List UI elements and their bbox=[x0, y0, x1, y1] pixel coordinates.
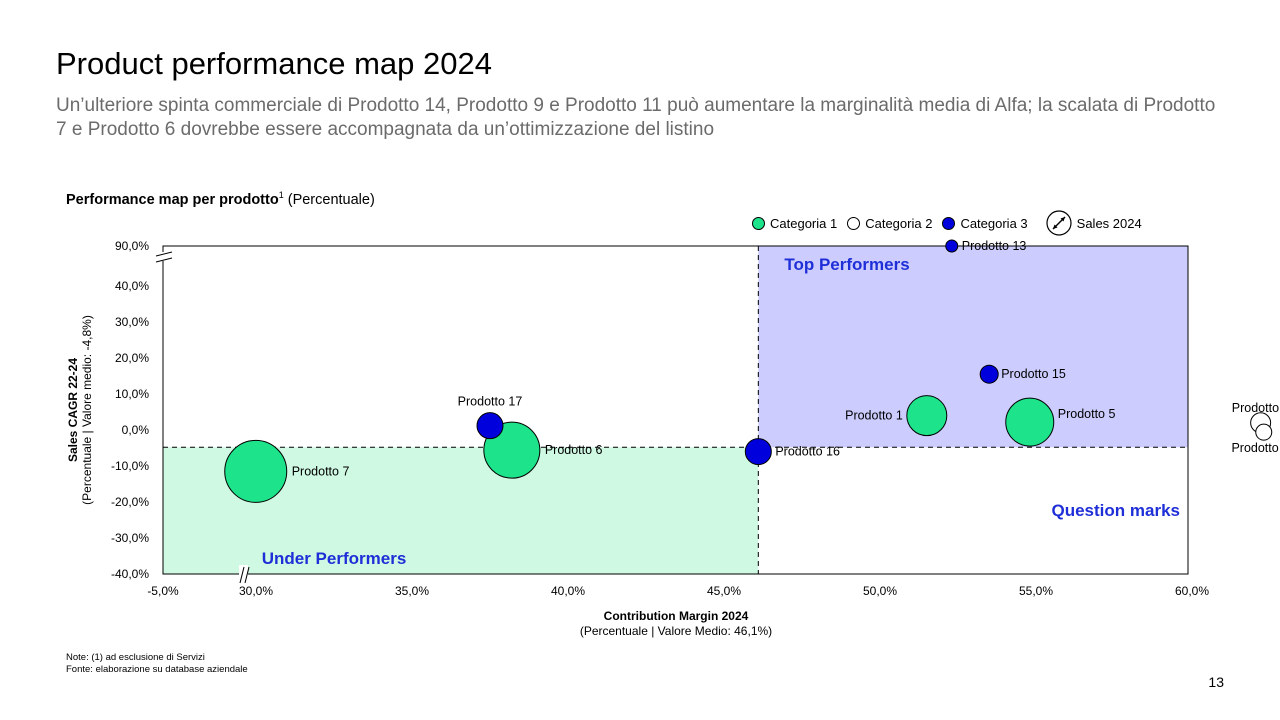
y-tick-label: 0,0% bbox=[122, 423, 150, 437]
x-axis-break-gap bbox=[239, 565, 248, 583]
footnote-note: Note: (1) ad esclusione di Servizi bbox=[66, 652, 205, 663]
legend-item-categoria-3: Categoria 3 bbox=[942, 215, 1028, 231]
bubble-size-icon bbox=[1046, 210, 1072, 236]
bubble-label: Prodotto 16 bbox=[775, 445, 840, 459]
page-subtitle: Un’ulteriore spinta commerciale di Prodo… bbox=[56, 95, 1216, 140]
bubble-prodotto-16 bbox=[744, 438, 772, 466]
bubble-label: Prodotto 6 bbox=[545, 443, 603, 457]
x-tick-label: -5,0% bbox=[147, 584, 179, 598]
y-tick-label: -10,0% bbox=[111, 459, 149, 473]
legend-swatch bbox=[752, 216, 765, 230]
chart-title-unit: (Percentuale) bbox=[283, 191, 375, 208]
y-axis-title: Sales CAGR 22-24 bbox=[66, 358, 80, 462]
legend-label: Categoria 2 bbox=[865, 215, 933, 231]
y-tick-label: 90,0% bbox=[115, 239, 149, 253]
bubble-prodotto-13 bbox=[945, 239, 959, 253]
x-tick-label: 50,0% bbox=[863, 584, 897, 598]
bubble-prodotto-17 bbox=[476, 412, 504, 440]
y-axis-break-gap bbox=[154, 252, 172, 261]
legend-label: Categoria 1 bbox=[770, 215, 838, 231]
chart-title-main: Performance map per prodotto bbox=[66, 191, 279, 208]
bubble-prodotto-1 bbox=[906, 395, 948, 437]
y-tick-label: -40,0% bbox=[111, 567, 149, 581]
quadrant-label-top-performers: Top Performers bbox=[784, 255, 909, 274]
x-axis-title: Contribution Margin 2024 bbox=[604, 609, 749, 623]
quadrant-top-performers bbox=[758, 246, 1188, 448]
bubble-label: Prodotto 7 bbox=[292, 464, 350, 478]
bubble-prodotto-10 bbox=[1255, 423, 1273, 441]
legend-item-bubble-size: Sales 2024 bbox=[1046, 210, 1142, 236]
legend-size-label: Sales 2024 bbox=[1076, 215, 1142, 231]
x-tick-label: 55,0% bbox=[1019, 584, 1053, 598]
bubble-prodotto-5 bbox=[1005, 397, 1055, 447]
legend-label: Categoria 3 bbox=[960, 215, 1028, 231]
y-tick-label: 30,0% bbox=[115, 315, 149, 329]
y-tick-label: -20,0% bbox=[111, 495, 149, 509]
legend-swatch bbox=[847, 216, 861, 230]
page-number: 13 bbox=[1208, 674, 1224, 690]
chart-title-footnote-ref: 1 bbox=[278, 190, 284, 200]
y-axis-subtitle: (Percentuale | Valore medio: -4,8%) bbox=[80, 315, 94, 505]
footnote-source: Fonte: elaborazione su database aziendal… bbox=[66, 664, 248, 675]
y-axis-break-mark bbox=[155, 251, 173, 257]
bubble-label: Prodotto 1 bbox=[845, 409, 903, 423]
legend-swatch bbox=[942, 216, 956, 230]
y-tick-label: 20,0% bbox=[115, 351, 149, 365]
legend-item-categoria-2: Categoria 2 bbox=[847, 216, 932, 231]
x-axis-subtitle: (Percentuale | Valore Medio: 46,1%) bbox=[580, 624, 772, 638]
x-tick-label: 45,0% bbox=[707, 584, 741, 598]
chart-title: Performance map per prodotto1 (Percentua… bbox=[66, 190, 375, 208]
bubble-label: Prodotto 10 bbox=[1231, 441, 1280, 455]
bubble-label: Prodotto 17 bbox=[458, 395, 523, 409]
bubble-prodotto-15 bbox=[979, 364, 999, 384]
bubble-label: Prodotto 8 bbox=[1232, 401, 1280, 415]
legend-item-categoria-1: Categoria 1 bbox=[752, 216, 837, 231]
bubble-label: Prodotto 13 bbox=[962, 239, 1027, 253]
chart-legend: Categoria 1 Categoria 2 Categoria 3 Sale… bbox=[752, 208, 1142, 238]
bubble-label: Prodotto 5 bbox=[1058, 407, 1116, 421]
y-axis-break-mark bbox=[155, 257, 173, 263]
x-tick-label: 60,0% bbox=[1175, 584, 1209, 598]
x-tick-label: 40,0% bbox=[551, 584, 585, 598]
quadrant-label-under-performers: Under Performers bbox=[262, 549, 407, 568]
y-tick-label: 40,0% bbox=[115, 279, 149, 293]
y-tick-label: -30,0% bbox=[111, 531, 149, 545]
x-tick-label: 35,0% bbox=[395, 584, 429, 598]
x-axis-break-mark bbox=[244, 566, 250, 584]
quadrant-label-question-marks: Question marks bbox=[1052, 501, 1181, 520]
footnotes: Note: (1) ad esclusione di Servizi Fonte… bbox=[66, 652, 248, 676]
plot-frame bbox=[162, 245, 1189, 575]
x-axis-break-mark bbox=[239, 566, 245, 584]
bubble-label: Prodotto 15 bbox=[1001, 367, 1066, 381]
y-tick-label: 10,0% bbox=[115, 387, 149, 401]
page-title: Product performance map 2024 bbox=[56, 46, 492, 81]
bubble-prodotto-7 bbox=[224, 439, 288, 503]
x-tick-label: 30,0% bbox=[239, 584, 273, 598]
